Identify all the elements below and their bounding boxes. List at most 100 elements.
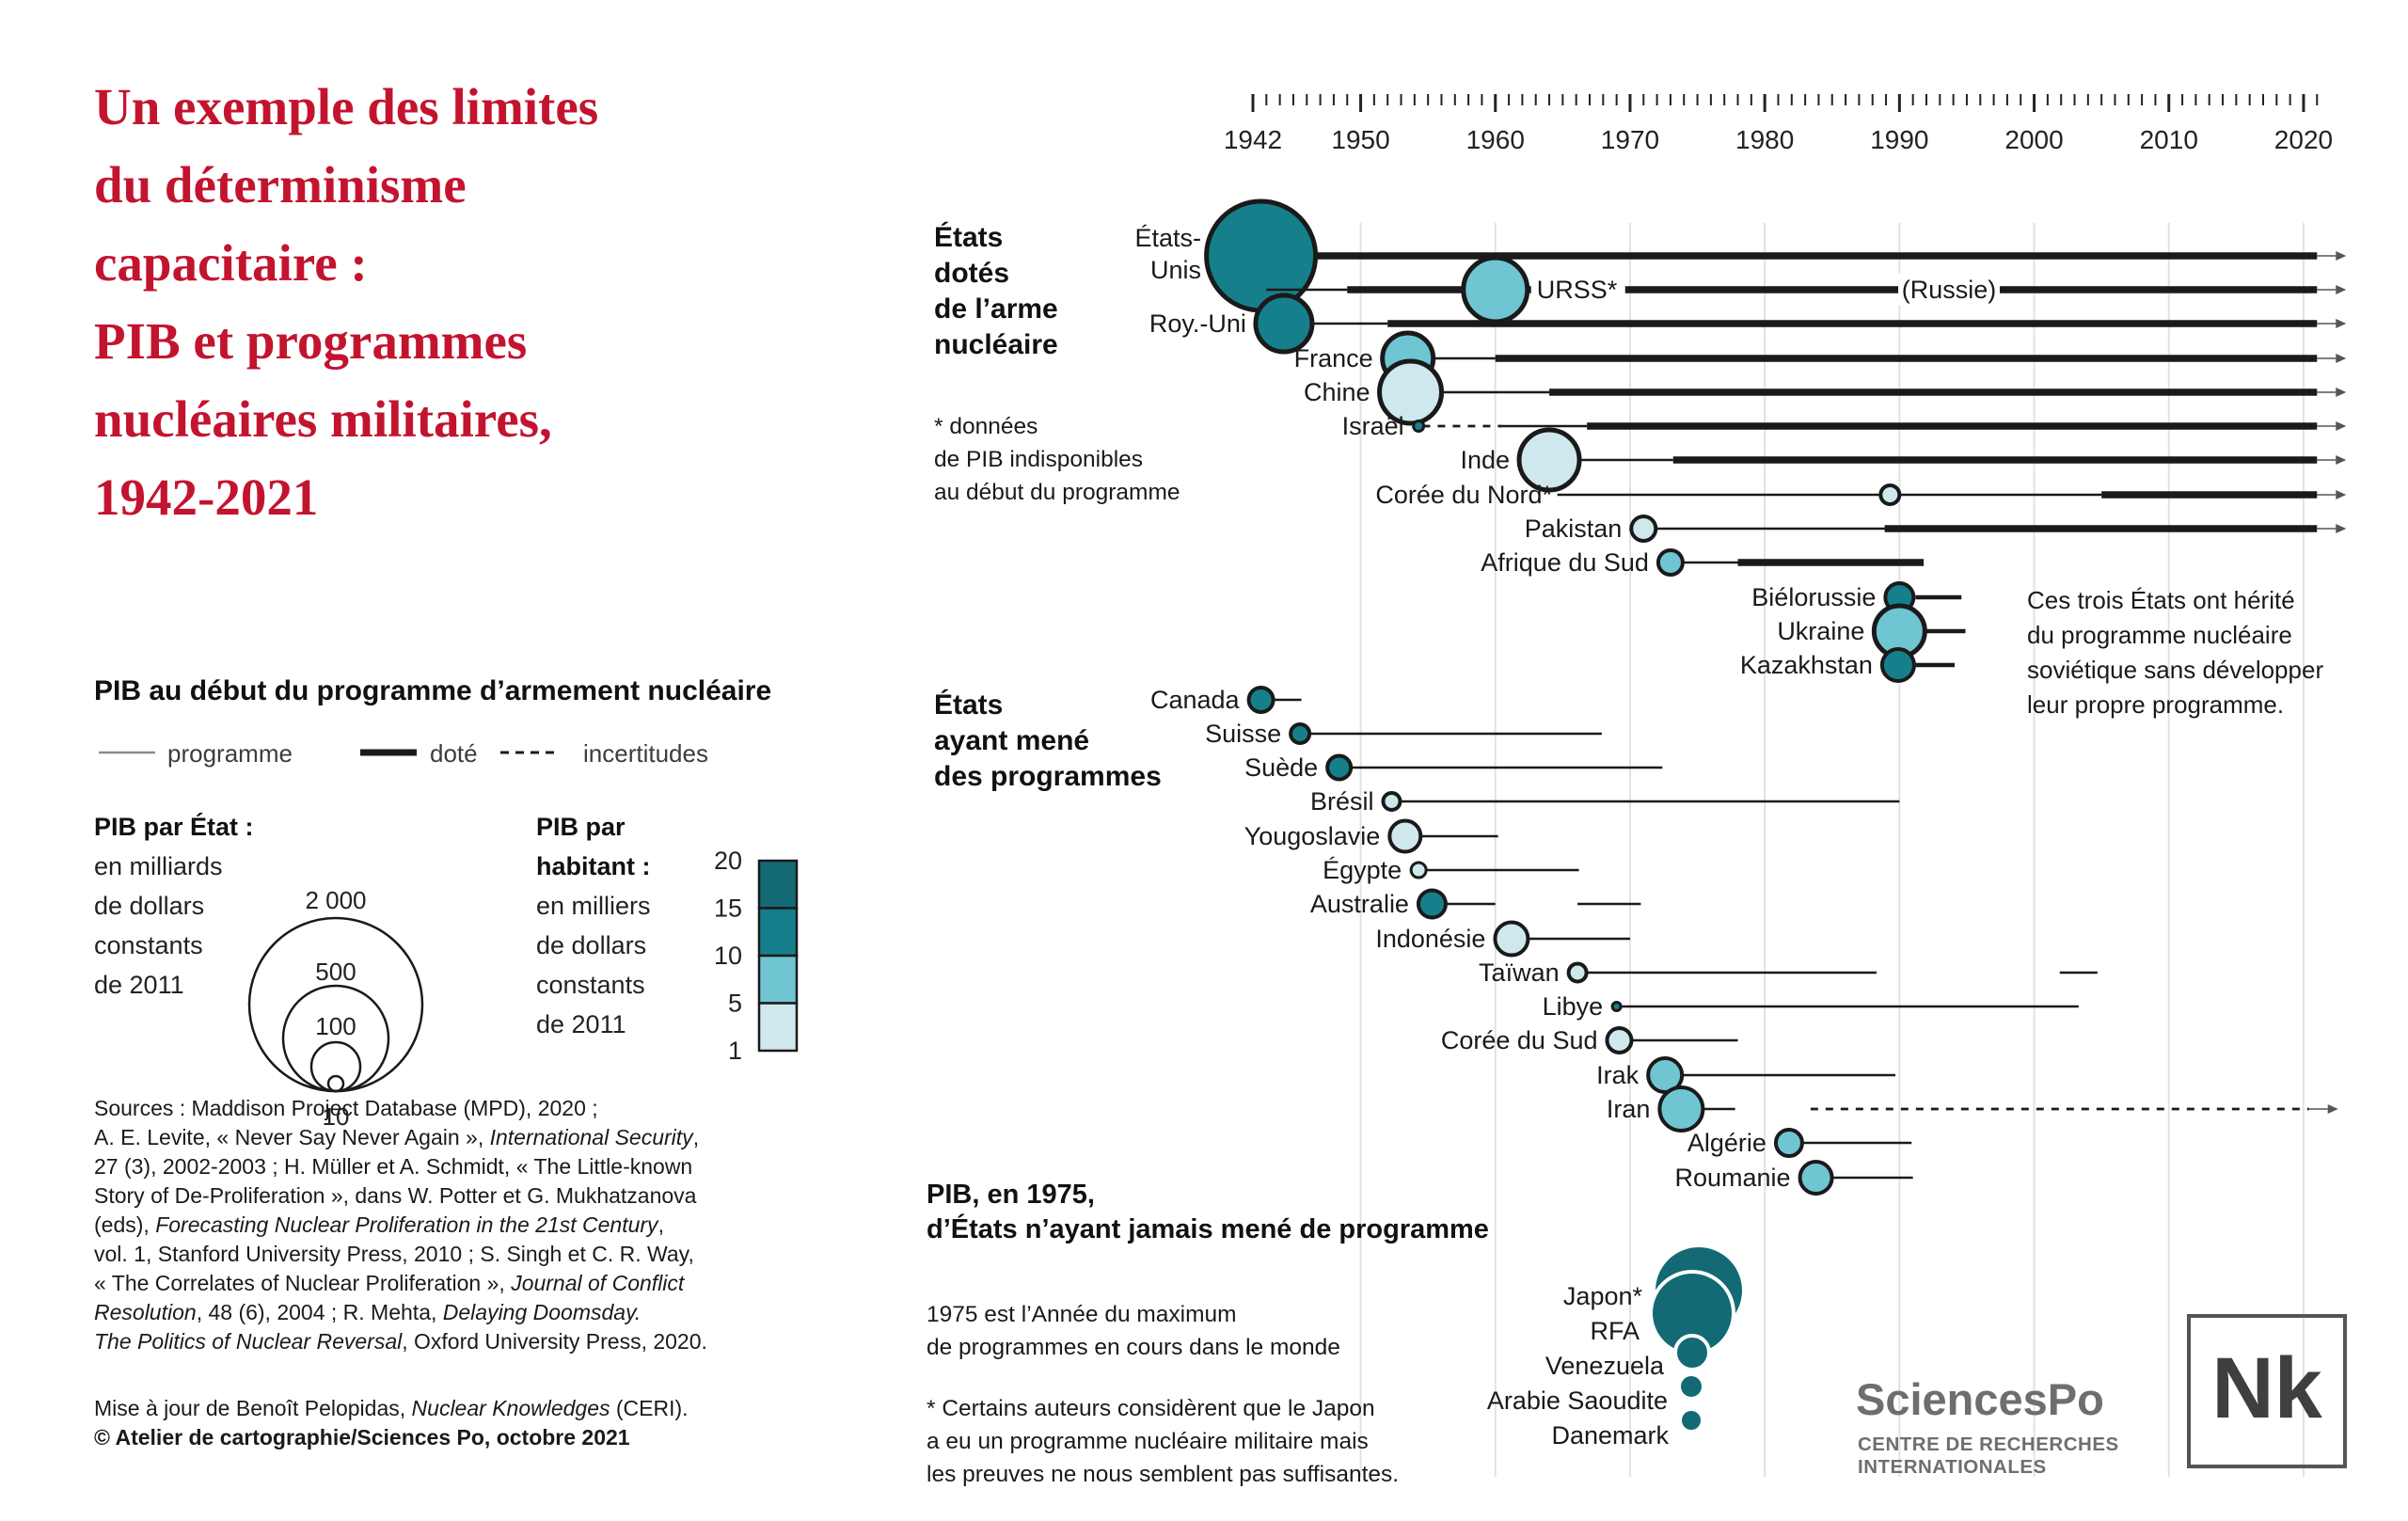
legend-size-value: 500 (315, 958, 356, 986)
group1-footnote-line: au début du programme (934, 480, 1180, 505)
arrow-icon (2336, 455, 2347, 465)
bubble-roy-uni (1253, 293, 1315, 355)
timeline-row-irak: Irak (1596, 1056, 1896, 1094)
legend-color-block: PIB par habitant : en milliers de dollars co… (536, 807, 651, 1044)
group1-heading: États dotés de l’arme nucléaire (934, 220, 1058, 363)
source-line: Resolution, 48 (6), 2004 ; R. Mehta, Del… (94, 1300, 642, 1324)
group1-heading-line: dotés (934, 258, 1010, 289)
timeline-row-australie: Australie (1310, 888, 1641, 920)
timeline-row--gypte: Égypte (1323, 856, 1579, 884)
country-label: France (1294, 344, 1373, 372)
country-label: États- (1134, 224, 1201, 252)
bubble-yougoslavie (1387, 818, 1423, 854)
timeline-row-roumanie: Roumanie (1674, 1160, 1913, 1196)
timeline-row-chine: Chine (1304, 358, 2318, 426)
group1-footnote: * données de PIB indisponibles au début du… (934, 410, 1180, 509)
group3-footnote: * Certains auteurs considèrent que le Ja… (927, 1392, 1399, 1491)
arrow-icon (2327, 1104, 2338, 1114)
row-1975-rfa: RFA (1590, 1270, 1735, 1356)
legend-color-swatch (757, 954, 799, 1005)
legend-color-swatch (757, 1002, 799, 1053)
bubble-iran (1657, 1085, 1705, 1133)
timeline-row-libye: Libye (1543, 992, 2079, 1021)
group1-footnote-line: * données (934, 414, 1038, 439)
country-label: Canada (1150, 686, 1241, 714)
title-line: nucléaires militaires, (94, 390, 552, 448)
legend-color-scale-label: 5 (728, 990, 742, 1018)
bubble-ta-wan (1566, 961, 1589, 984)
axis-label-1960: 1960 (1466, 125, 1525, 154)
group3-heading-line: d’États n’ayant jamais mené de programme (927, 1214, 1489, 1244)
bubble-roumanie (1798, 1160, 1834, 1196)
bubble--gypte (1409, 861, 1428, 879)
legend-size-circle-10 (326, 1074, 345, 1093)
arrow-icon (2336, 421, 2347, 431)
sciencespo-logo-subtitle-line: CENTRE DE RECHERCHES (1858, 1434, 2119, 1455)
source-line: (eds), Forecasting Nuclear Proliferation… (94, 1212, 664, 1237)
timeline-row-kazakhstan: Kazakhstan (1740, 647, 1956, 683)
timeline-row-roy-uni: Roy.-Uni (1149, 293, 2318, 355)
country-label: Chine (1304, 378, 1370, 406)
legend-size-title: PIB par État : (94, 813, 254, 841)
country-label: Algérie (1687, 1129, 1766, 1157)
title-line: 1942-2021 (94, 468, 319, 526)
timeline-row-yougoslavie: Yougoslavie (1244, 818, 1498, 854)
group3-footnote-line: * Certains auteurs considèrent que le Ja… (927, 1396, 1375, 1421)
country-label: Pakistan (1525, 515, 1623, 543)
timeline-row-alg-rie: Algérie (1687, 1128, 1912, 1158)
bubble-afrique-du-sud (1656, 548, 1685, 577)
legend-size-circle-2000 (247, 916, 424, 1093)
timeline-row-france: France (1294, 330, 2318, 387)
timeline-row-suisse: Suisse (1205, 720, 1602, 748)
axis-label-1990: 1990 (1870, 125, 1928, 154)
legend-color-subtitle-line: constants (536, 971, 645, 999)
country-label-1975: Japon* (1563, 1282, 1643, 1310)
timeline-row-pakistan: Pakistan (1525, 515, 2318, 543)
legend-color-title-line: PIB par (536, 813, 626, 841)
legend-line-styles: programme doté incertitudes (94, 736, 847, 769)
axis-label-2010: 2010 (2140, 125, 2198, 154)
heritage-annotation-line: soviétique sans développer (2027, 656, 2324, 684)
legend-size-subtitle-line: de dollars (94, 892, 205, 920)
group3-subnote-line: de programmes en cours dans le monde (927, 1335, 1340, 1360)
heritage-annotation-line: leur propre programme. (2027, 690, 2285, 719)
country-label: Irak (1596, 1061, 1640, 1089)
copyright-line: © Atelier de cartographie/Sciences Po, o… (94, 1425, 630, 1450)
bubble-1975-venezuela (1673, 1334, 1711, 1371)
bubble-urss- (1461, 255, 1530, 325)
timeline-row-ukraine: Ukraine (1777, 603, 1966, 659)
row-1975-venezuela: Venezuela (1545, 1334, 1711, 1380)
legend-size-value: 10 (323, 1102, 350, 1131)
row-1975-arabie-saoudite: Arabie Saoudite (1487, 1372, 1705, 1415)
arrow-icon (2336, 388, 2347, 397)
group3-subnote-line: 1975 est l’Année du maximum (927, 1302, 1237, 1327)
legend-item-label: programme (167, 739, 293, 768)
group2-heading: États ayant mené des programmes (934, 688, 1162, 795)
group1-footnote-line: de PIB indisponibles (934, 447, 1144, 472)
country-label-1975: Arabie Saoudite (1487, 1386, 1668, 1415)
source-line: Sources : Maddison Project Database (MPD… (94, 1096, 598, 1120)
bubble-kazakhstan (1879, 647, 1916, 683)
timeline-row-inde: Inde (1460, 427, 2318, 493)
country-label: Corée du Sud (1441, 1026, 1598, 1054)
country-label: Suède (1244, 753, 1318, 782)
bubble-pakistan (1629, 515, 1658, 543)
country-label: Inde (1460, 446, 1510, 474)
country-label-1975: Danemark (1551, 1421, 1669, 1450)
legend-size-subtitle-line: en milliards (94, 852, 223, 880)
legend-item-label: incertitudes (583, 739, 708, 768)
axis-label-1950: 1950 (1331, 125, 1389, 154)
title-line: Un exemple des limites (94, 78, 599, 135)
legend-size-subtitle-line: de 2011 (94, 971, 184, 999)
source-line: A. E. Levite, « Never Say Never Again »,… (94, 1125, 700, 1149)
group1-heading-line: États (934, 222, 1004, 253)
legend-size-block: PIB par État : en milliards de dollars cons… (94, 807, 254, 1005)
page-title: Un exemple des limites du déterminisme cap… (94, 68, 598, 536)
title-line: du déterminisme (94, 156, 467, 214)
timeline-row-canada: Canada (1150, 686, 1302, 714)
bubble-su-de (1325, 753, 1354, 782)
legend-size-value: 2 000 (305, 886, 366, 914)
country-label: Brésil (1310, 787, 1374, 816)
country-label: Israël (1342, 412, 1404, 440)
